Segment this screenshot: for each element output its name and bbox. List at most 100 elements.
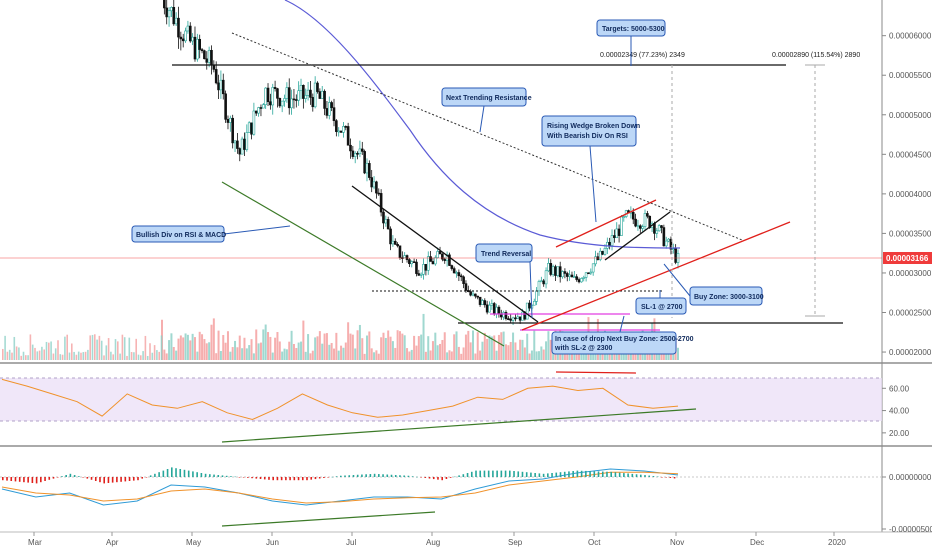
macd-hist-bar — [238, 477, 241, 478]
candle-body — [330, 102, 333, 108]
macd-hist-bar — [424, 477, 427, 478]
price-tick-label: 0.00002500 — [889, 309, 932, 318]
callout-next-trending: Next Trending Resistance — [441, 87, 532, 133]
candle-body — [245, 132, 249, 150]
volume-bar — [415, 345, 418, 360]
volume-bar — [168, 340, 171, 360]
candle-body — [429, 256, 432, 262]
volume-bar — [77, 351, 80, 360]
candle-body — [485, 304, 489, 313]
volume-bar — [422, 313, 425, 360]
volume-bar — [142, 351, 144, 360]
price-tick-label: 0.00005500 — [889, 71, 932, 80]
macd-hist-bar — [593, 471, 596, 477]
volume-bar — [231, 347, 234, 360]
volume-bar — [516, 349, 519, 360]
candle-body — [231, 117, 234, 144]
candle-body — [375, 181, 378, 194]
macd-hist-bar — [618, 472, 621, 477]
candle-body — [262, 104, 265, 109]
volume-bar — [262, 329, 265, 360]
candle-body — [448, 254, 451, 266]
macd-hist-bar — [35, 477, 38, 484]
volume-bar — [114, 339, 117, 360]
volume-bar — [337, 350, 340, 360]
candle-body — [577, 279, 581, 283]
macd-hist-bar — [614, 472, 617, 477]
volume-bar — [184, 333, 187, 360]
candle-body — [370, 177, 373, 188]
volume-bar — [460, 353, 463, 360]
macd-hist-bar — [432, 477, 435, 480]
volume-bar — [533, 330, 536, 360]
candle-body — [664, 240, 668, 247]
macd-hist-bar — [382, 474, 384, 477]
candle-body — [372, 181, 376, 188]
macd-hist-bar — [492, 470, 494, 477]
macd-hist-bar — [285, 477, 287, 481]
volume-bar — [257, 343, 260, 360]
candle-body — [365, 163, 369, 174]
volume-bar — [481, 341, 484, 360]
volume-bar — [112, 354, 114, 360]
volume-bar — [636, 351, 639, 360]
volume-bar — [123, 337, 126, 360]
volume-bar — [585, 350, 588, 360]
volume-bar — [323, 333, 326, 360]
volume-bar — [208, 342, 211, 360]
volume-bar — [486, 338, 489, 360]
rising-wedge-line1: Rising Wedge Broken Down — [547, 123, 640, 130]
macd-hist-bar — [213, 474, 215, 477]
volume-bar — [335, 332, 338, 360]
volume-bar — [130, 352, 133, 360]
candle-body — [669, 238, 673, 250]
candle-body — [613, 235, 616, 239]
macd-hist-bar — [251, 477, 253, 479]
macd-hist-bar — [585, 470, 587, 477]
volume-bar — [241, 348, 244, 360]
volume-bar — [521, 339, 524, 360]
candle-body — [436, 251, 439, 258]
candle-body — [198, 38, 201, 50]
candle-body — [452, 268, 456, 274]
candle-body — [188, 25, 192, 42]
candle-body — [544, 270, 548, 285]
candle-body — [332, 107, 336, 121]
candle-body — [525, 302, 529, 320]
macd-hist-bar — [403, 475, 405, 477]
candle-body — [419, 273, 423, 276]
candle-body — [671, 248, 675, 251]
macd-hist-bar — [73, 475, 76, 477]
macd-hist-bar — [23, 477, 25, 483]
macd-hist-bar — [534, 473, 536, 477]
candle-body — [568, 274, 571, 277]
macd-hist-bar — [669, 477, 672, 478]
macd-hist-bar — [137, 477, 139, 481]
volume-bar — [547, 331, 550, 360]
volume-bar — [361, 338, 364, 360]
volume-bar — [153, 345, 156, 360]
volume-bar — [349, 333, 352, 360]
candle-body — [339, 130, 343, 133]
candle-body — [360, 148, 364, 152]
macd-hist-bar — [462, 474, 465, 477]
candle-body — [210, 49, 213, 66]
volume-bar — [373, 352, 376, 360]
volume-bar — [144, 335, 147, 360]
candle-body — [601, 250, 604, 255]
volume-bar — [36, 351, 39, 360]
bullish-div-text: Bullish Div on RSI & MACD — [136, 232, 226, 239]
macd-hist-bar — [580, 470, 583, 477]
macd-hist-bar — [65, 475, 67, 477]
macd-hist-bar — [428, 477, 431, 479]
volume-bar — [542, 349, 545, 360]
candle-body — [295, 99, 298, 101]
candlesticks — [163, 0, 680, 325]
macd-hist-bar — [187, 470, 190, 477]
measure-label-1: 0.00002349 (77.23%) 2349 — [600, 52, 685, 59]
candle-body — [349, 144, 352, 152]
candle-body — [316, 82, 319, 92]
macd-panel — [0, 448, 882, 530]
volume-bar — [283, 348, 286, 360]
macd-hist-bar — [175, 468, 177, 477]
